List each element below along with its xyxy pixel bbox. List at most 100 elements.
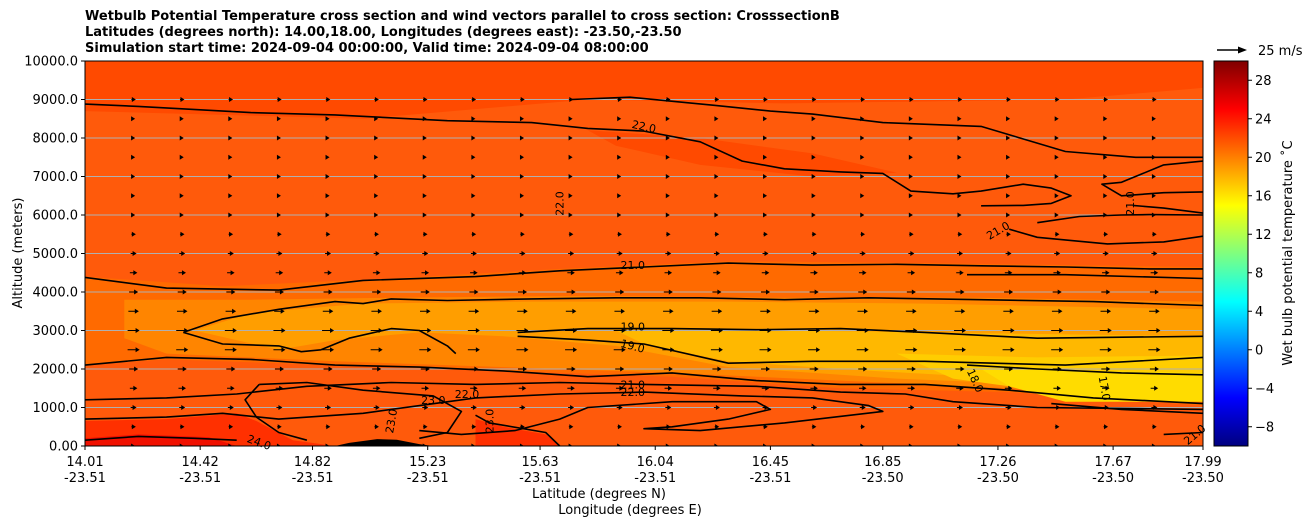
wind-vector [615,385,624,391]
wind-vector [858,289,868,295]
wind-vector [808,347,821,353]
wind-vector-head [519,174,524,179]
wind-vector [130,251,137,256]
wind-vector-head [716,385,721,391]
wind-vector-head [813,251,818,256]
fill-region-upper-warm [587,130,897,177]
wind-vector [325,231,331,237]
wind-vector-head [617,116,622,122]
wind-vector-head [1151,116,1156,122]
wind-vector [277,424,282,430]
wind-vector [422,251,429,256]
wind-vector-head [714,154,719,160]
wind-vector-head [667,251,672,256]
wind-vector-head [1055,231,1060,237]
wind-vector [179,443,184,446]
wind-vector-head [1054,193,1059,199]
wind-vector-head [958,424,963,430]
wind-vector-head [715,97,720,102]
x-tick-label-lat: 16.45 [752,455,789,470]
wind-vector [228,212,233,218]
wind-vector-head [570,251,575,256]
wind-vector [131,174,136,179]
wind-vector-head [765,270,770,276]
x-tick-label-lat: 15.23 [409,455,446,470]
wind-vector [762,251,769,256]
wind-vector [763,443,768,446]
wind-vector [131,135,136,141]
wind-vector [1101,289,1111,295]
wind-vector-head [668,270,673,276]
wind-vector-head [1107,308,1112,314]
quiver-key-arrow-head [1238,46,1247,54]
wind-vector [810,270,818,276]
wind-vector-head [179,135,184,141]
wind-vector-head [863,289,868,295]
wind-vector-head [423,231,428,237]
wind-vector [225,308,237,314]
wind-vector [323,366,333,372]
y-axis: 10000.0 9000.0 8000.0 7000.0 6000.0 5000.0 400… [24,55,85,455]
wind-vector [860,443,865,446]
wind-vector [956,270,964,276]
wind-vector-head [180,97,185,102]
x-tick-label-lat: 16.04 [637,455,674,470]
wind-vector [1054,135,1059,141]
wind-vector [276,174,281,179]
y-tick-label: 4000.0 [33,286,79,301]
wind-vector-head [1006,154,1011,160]
colorbar-tick-label: 16 [1255,189,1272,204]
wind-vector [905,347,918,353]
wind-vector-head [519,443,524,446]
wind-vector [228,116,233,122]
contour-label: 22.0 [631,118,658,136]
wind-vector-head [182,289,187,295]
wind-vector [713,270,721,276]
quiver-key: 25 m/s [1217,44,1303,59]
wind-vector-head [714,193,719,199]
wind-vector-head [1152,231,1157,237]
wind-vector [277,231,282,237]
wind-vector-head [328,366,333,372]
wind-vector-head [763,212,768,218]
wind-vector-head [179,212,184,218]
wind-vector-head [374,443,379,446]
wind-vector-head [228,116,233,122]
wind-vector [374,443,379,446]
wind-vector [423,424,428,430]
wind-vector-head [617,174,622,179]
wind-vector [274,289,284,295]
wind-vector-head [377,308,382,314]
colorbar-tick-label: −4 [1255,382,1274,397]
wind-vector [665,443,670,446]
wind-vector [811,231,817,237]
wind-vector [421,270,430,276]
wind-vector [860,135,865,141]
wind-vector [957,212,962,218]
wind-vector-head [1105,385,1110,391]
wind-vector-head [617,443,622,446]
wind-vector-head [617,424,622,430]
wind-vector-head [811,174,816,179]
wind-vector [228,443,233,446]
wind-vector-head [717,289,722,295]
wind-vector [759,347,772,353]
wind-vector [1054,443,1059,446]
wind-vector [423,97,428,102]
wind-vector [711,308,723,314]
wind-vector-head [1054,212,1059,218]
wind-vector-head [665,443,670,446]
wind-vector-head [1152,97,1157,102]
wind-vector [1051,328,1064,333]
wind-vector [761,270,770,276]
wind-vector-head [910,405,915,410]
wind-vector [228,135,233,141]
colorbar-tick-label: −8 [1255,420,1274,435]
wind-vector-head [620,366,625,372]
wind-vector-head [422,443,427,446]
wind-vector [517,366,527,372]
wind-vector-head [958,97,963,102]
wind-vector-head [278,405,283,410]
wind-vector [613,347,626,353]
wind-vector [325,193,330,199]
